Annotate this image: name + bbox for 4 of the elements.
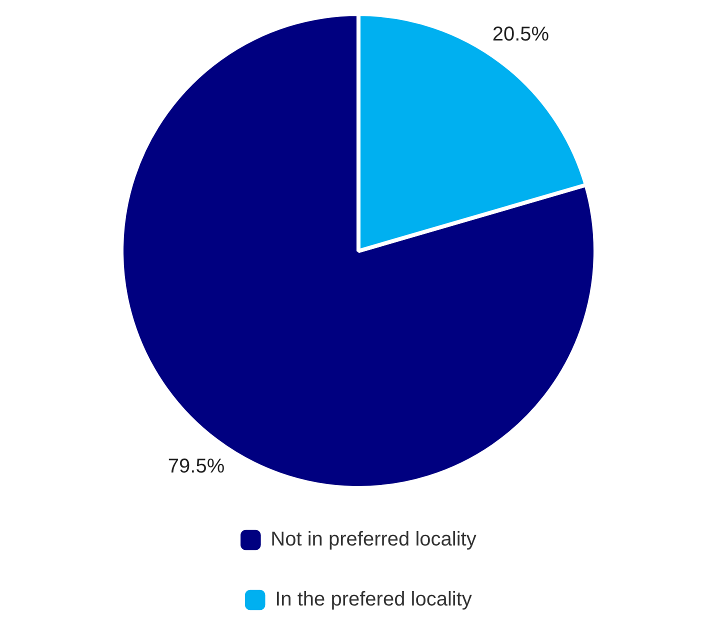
legend-label: In the prefered locality [275,588,472,611]
data-label: 79.5% [168,456,225,478]
legend-label: Not in preferred locality [270,528,476,551]
data-label: 20.5% [492,23,550,46]
